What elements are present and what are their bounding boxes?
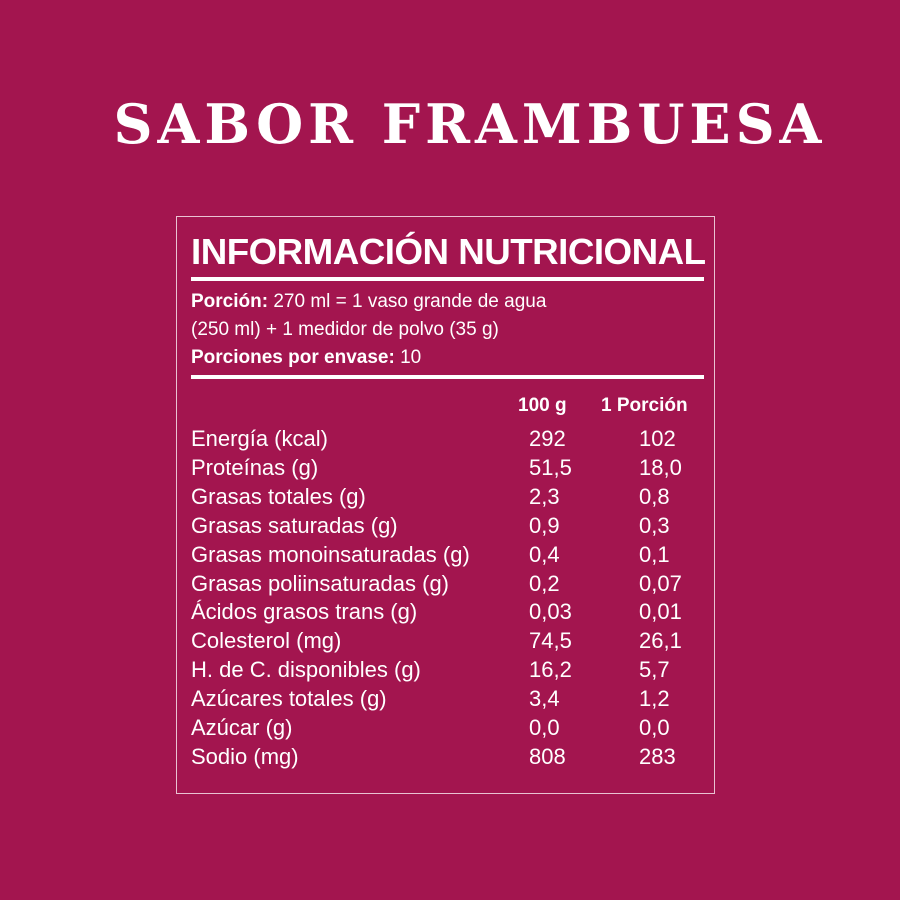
table-row: Grasas totales (g) 2,3 0,8 bbox=[191, 484, 704, 513]
table-row: Energía (kcal) 292 102 bbox=[191, 426, 704, 455]
value-100g: 0,2 bbox=[529, 570, 560, 596]
divider bbox=[191, 375, 704, 379]
value-portion: 0,0 bbox=[639, 715, 670, 740]
value-portion: 0,1 bbox=[639, 541, 670, 567]
servings-line: Porciones por envase: 10 bbox=[191, 347, 421, 369]
value-portion: 0,3 bbox=[639, 512, 670, 538]
value-100g: 0,03 bbox=[529, 599, 572, 625]
portion-text: 270 ml = 1 vaso grande de agua bbox=[268, 291, 547, 312]
nutrient-name: Colesterol (mg) bbox=[191, 628, 342, 654]
value-100g: 3,4 bbox=[529, 686, 560, 712]
value-portion: 0,07 bbox=[639, 570, 682, 596]
value-100g: 0,0 bbox=[529, 715, 560, 740]
nutrient-name: Grasas saturadas (g) bbox=[191, 512, 398, 538]
value-portion: 26,1 bbox=[639, 628, 682, 654]
nutrient-name: Azúcares totales (g) bbox=[191, 686, 387, 712]
value-100g: 0,4 bbox=[529, 541, 560, 567]
portion-label: Porción: bbox=[191, 291, 269, 312]
servings-label: Porciones por envase: bbox=[191, 347, 395, 368]
value-portion: 283 bbox=[639, 743, 676, 769]
divider bbox=[191, 277, 704, 281]
value-100g: 2,3 bbox=[529, 483, 560, 509]
table-row: Colesterol (mg) 74,5 26,1 bbox=[191, 628, 704, 657]
value-portion: 18,0 bbox=[639, 454, 682, 480]
value-100g: 0,9 bbox=[529, 512, 560, 538]
value-100g: 51,5 bbox=[529, 454, 572, 480]
page-title: SABOR FRAMBUESA bbox=[113, 92, 827, 156]
table-row: Grasas monoinsaturadas (g) 0,4 0,1 bbox=[191, 542, 704, 571]
value-100g: 292 bbox=[529, 426, 566, 451]
value-portion: 0,8 bbox=[639, 483, 670, 509]
table-row: H. de C. disponibles (g) 16,2 5,7 bbox=[191, 657, 704, 686]
table-row: Azúcar (g) 0,0 0,0 bbox=[191, 715, 704, 744]
value-100g: 74,5 bbox=[529, 628, 572, 654]
table-row: Sodio (mg) 808 283 bbox=[191, 744, 704, 773]
value-100g: 808 bbox=[529, 743, 566, 769]
nutrient-name: Sodio (mg) bbox=[191, 743, 299, 769]
nutrition-facts-panel: INFORMACIÓN NUTRICIONAL Porción: 270 ml … bbox=[176, 216, 715, 794]
portion-line: Porción: 270 ml = 1 vaso grande de agua bbox=[191, 291, 546, 313]
table-row: Proteínas (g) 51,5 18,0 bbox=[191, 455, 704, 484]
column-header-100g: 100 g bbox=[518, 395, 567, 416]
nutrient-name: Grasas poliinsaturadas (g) bbox=[191, 570, 450, 596]
nutrient-name: Azúcar (g) bbox=[191, 715, 293, 740]
value-portion: 1,2 bbox=[639, 686, 670, 712]
value-portion: 5,7 bbox=[639, 657, 670, 683]
nutrient-name: Proteínas (g) bbox=[191, 454, 319, 480]
nutrient-name: Ácidos grasos trans (g) bbox=[191, 599, 418, 625]
servings-value: 10 bbox=[394, 347, 422, 368]
table-row: Grasas poliinsaturadas (g) 0,2 0,07 bbox=[191, 571, 704, 600]
table-row: Ácidos grasos trans (g) 0,03 0,01 bbox=[191, 599, 704, 628]
nutrient-name: Energía (kcal) bbox=[191, 426, 328, 451]
nutrition-heading: INFORMACIÓN NUTRICIONAL bbox=[191, 231, 706, 272]
nutrient-name: Grasas totales (g) bbox=[191, 483, 366, 509]
table-row: Grasas saturadas (g) 0,9 0,3 bbox=[191, 513, 704, 542]
value-portion: 102 bbox=[639, 426, 676, 451]
nutrient-name: H. de C. disponibles (g) bbox=[191, 657, 421, 683]
portion-line-2: (250 ml) + 1 medidor de polvo (35 g) bbox=[191, 319, 499, 340]
nutrient-name: Grasas monoinsaturadas (g) bbox=[191, 541, 470, 567]
table-row: Azúcares totales (g) 3,4 1,2 bbox=[191, 686, 704, 715]
value-portion: 0,01 bbox=[639, 599, 682, 625]
value-100g: 16,2 bbox=[529, 657, 572, 683]
column-header-portion: 1 Porción bbox=[601, 395, 688, 416]
